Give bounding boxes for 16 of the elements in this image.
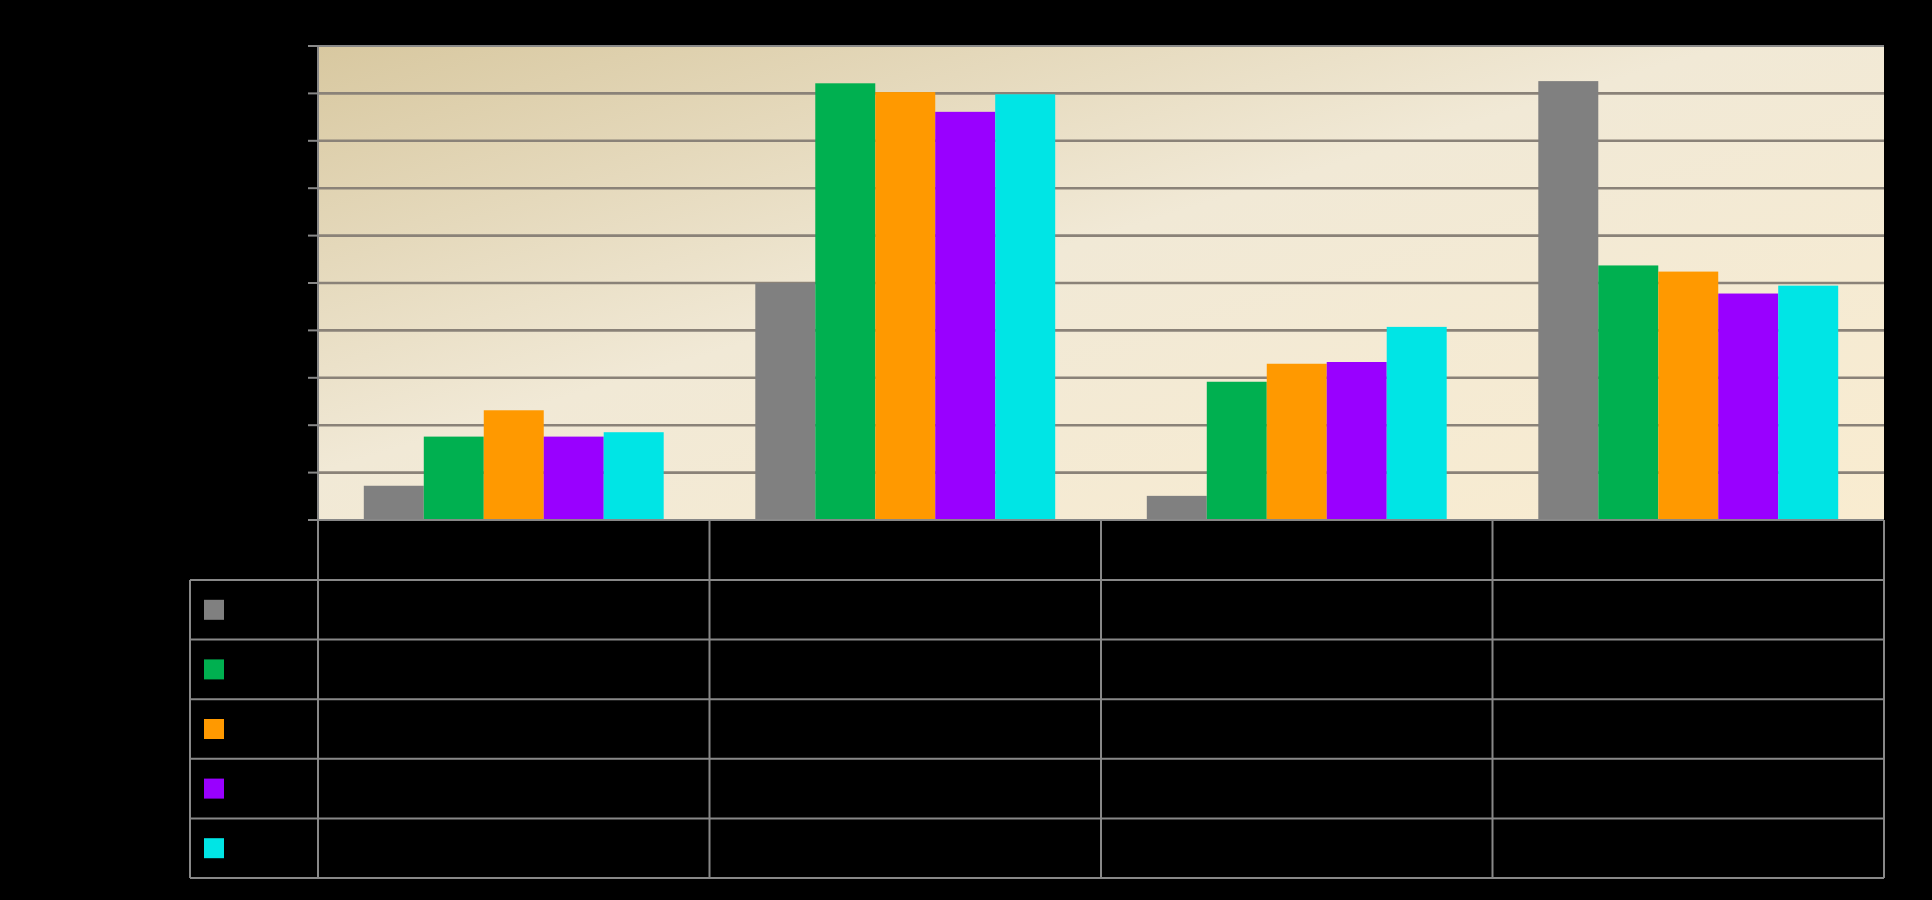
bar [1598,265,1659,520]
bar [1386,326,1447,520]
bar [483,410,544,520]
bar [1658,271,1719,520]
bar [1326,362,1387,520]
bar [1206,381,1267,520]
bar [423,436,484,520]
bar [815,83,876,520]
bar [543,436,604,520]
bar [875,92,936,520]
bar [935,111,996,520]
bar [1778,285,1839,520]
bar [1718,293,1779,520]
bar [603,432,664,520]
bar [995,94,1056,520]
bar [1266,363,1327,520]
